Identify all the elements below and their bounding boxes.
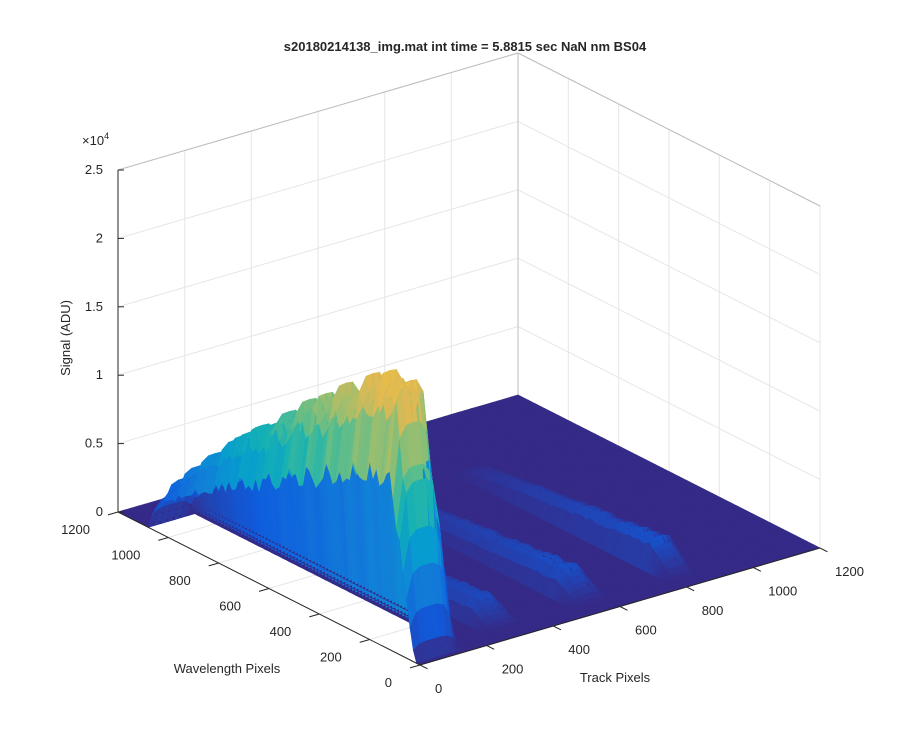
grid-line: [117, 120, 519, 239]
grid-line: [517, 257, 821, 412]
box-edge: [517, 52, 821, 207]
grid-line: [117, 326, 519, 445]
grid-line: [517, 189, 821, 344]
grid-line: [517, 120, 821, 275]
grid-line: [517, 326, 821, 481]
grid-line: [117, 189, 519, 308]
grid-line: [117, 257, 519, 376]
surface-layer: [117, 368, 821, 666]
box-edge: [117, 52, 519, 171]
